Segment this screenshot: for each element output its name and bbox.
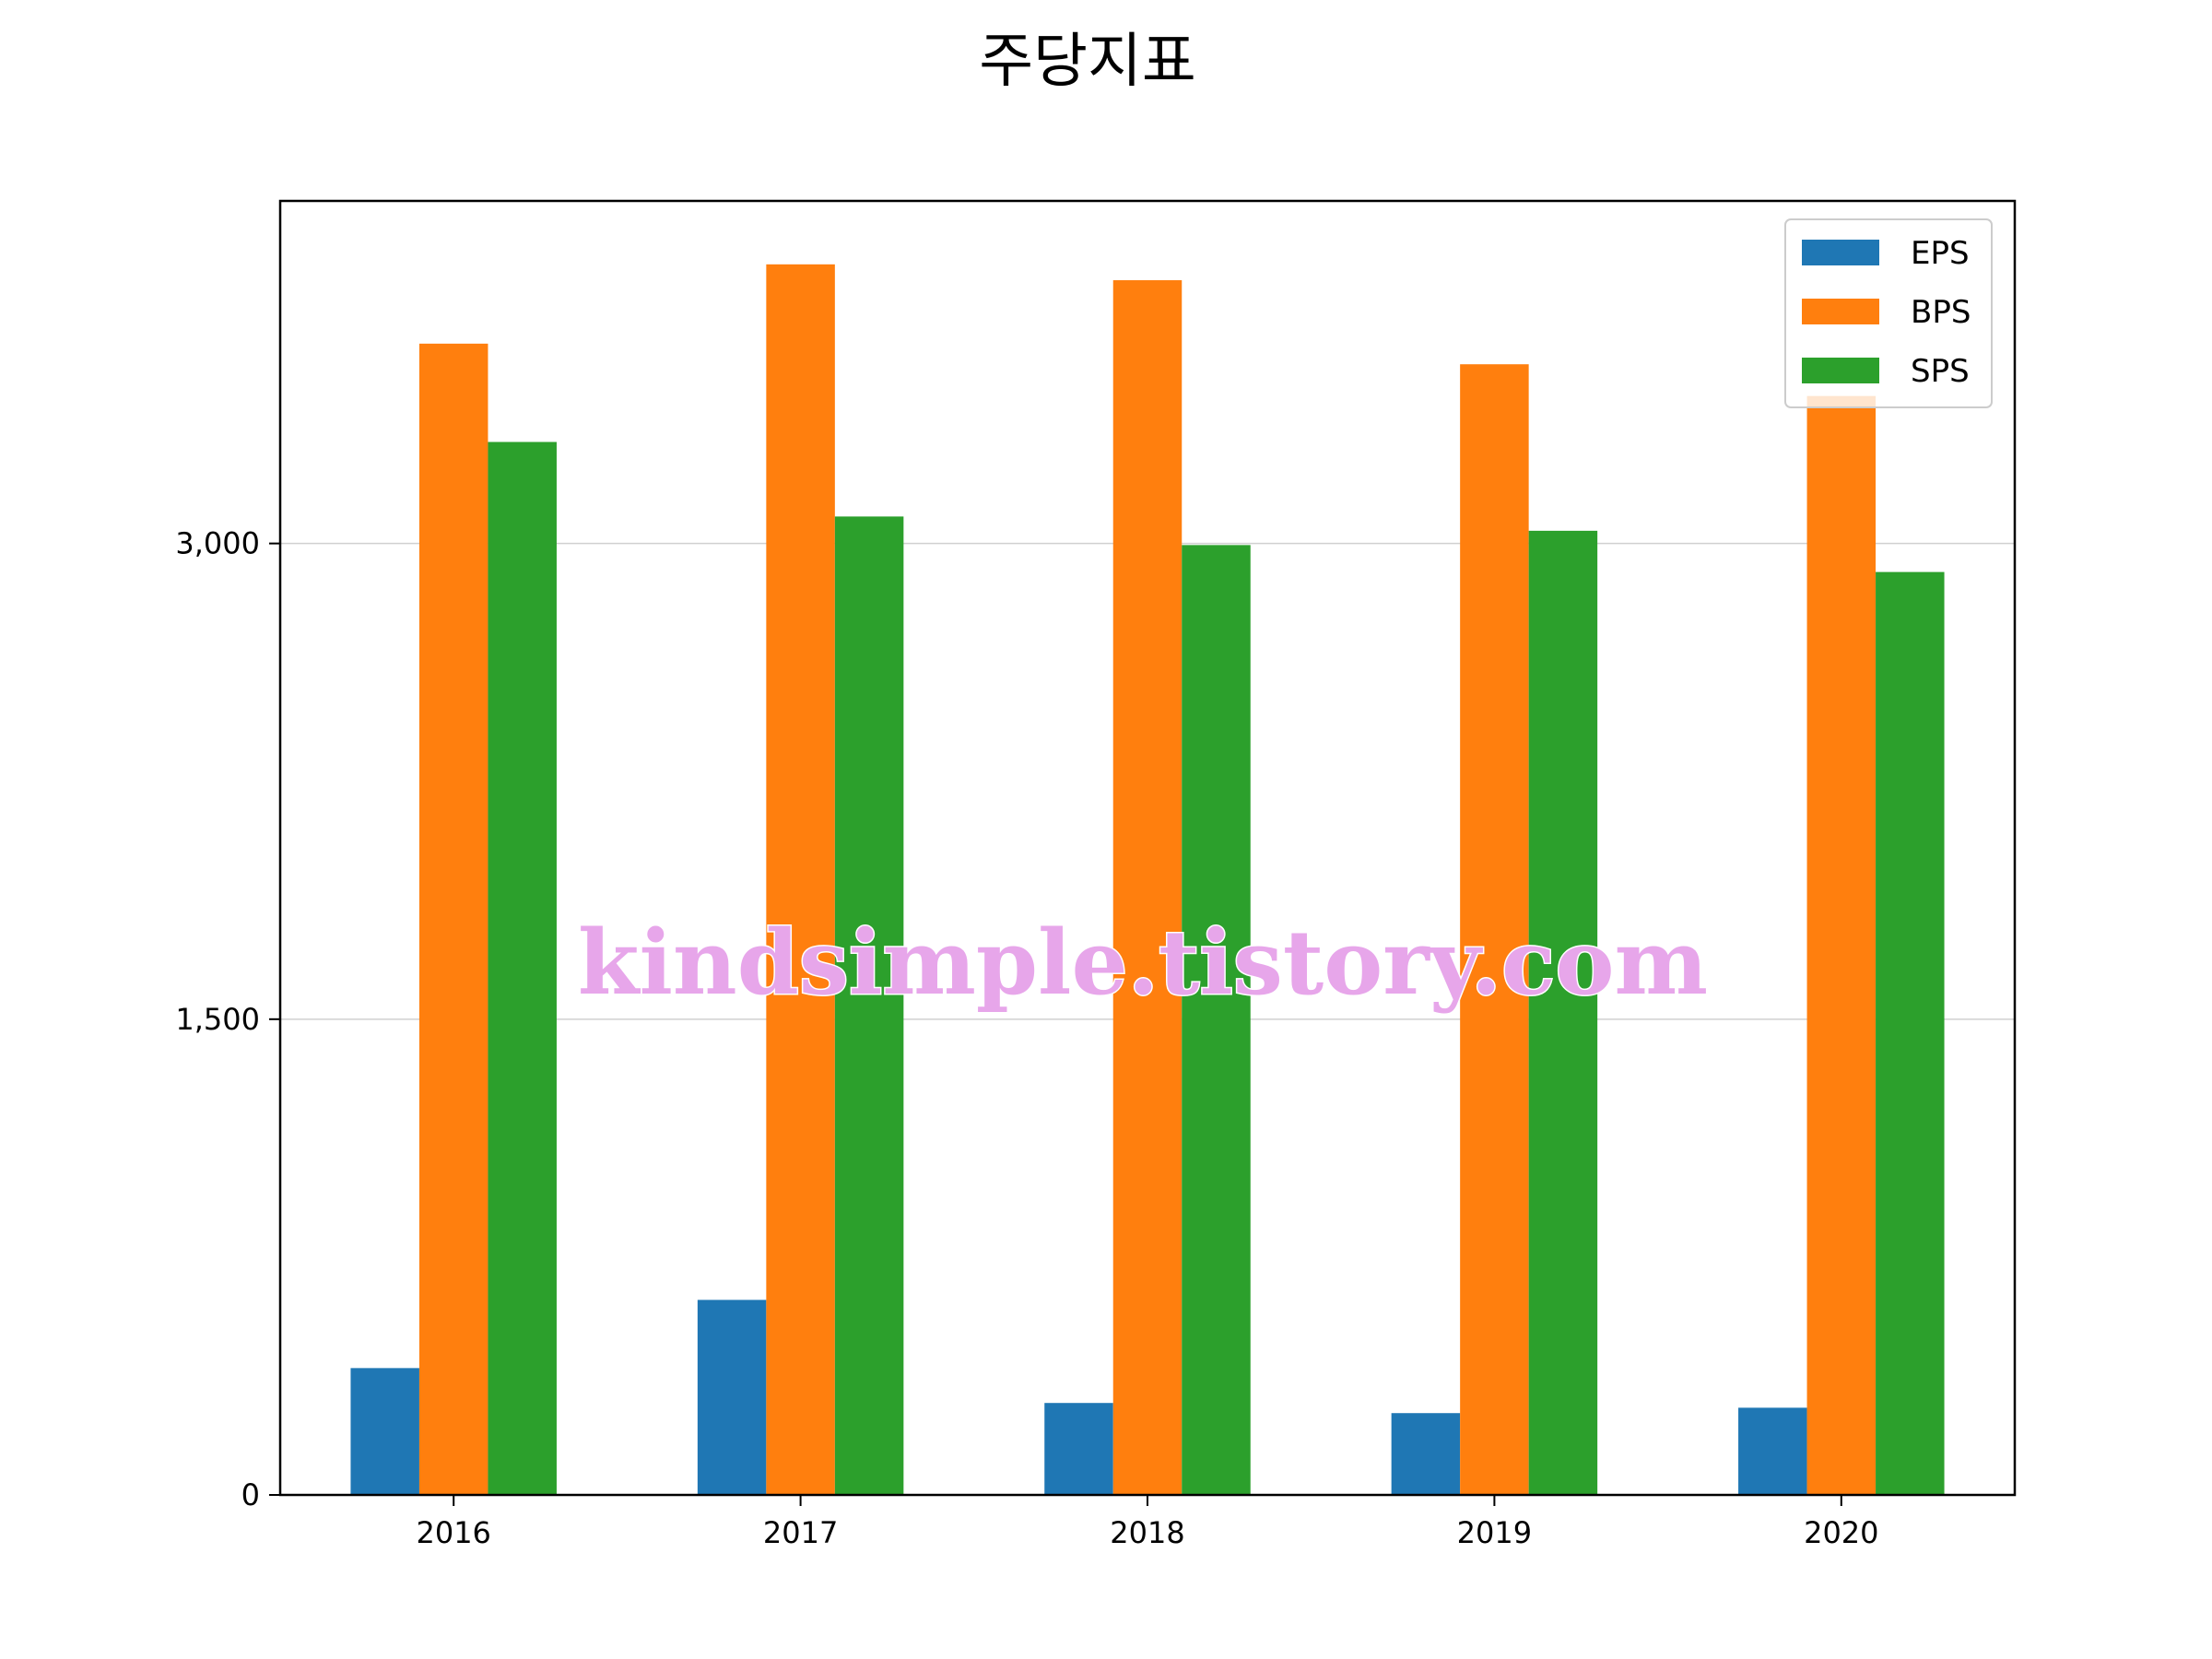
bar-eps-2018 <box>1044 1403 1113 1495</box>
x-tick-label-2019: 2019 <box>1457 1515 1532 1550</box>
legend: EPS BPS SPS <box>1784 218 1993 408</box>
bar-bps-2018 <box>1112 280 1182 1495</box>
watermark-text: kindsimple.tistory.com <box>578 911 1708 1015</box>
legend-label-sps: SPS <box>1911 353 1970 390</box>
bar-bps-2019 <box>1460 364 1529 1495</box>
legend-label-bps: BPS <box>1911 294 1971 331</box>
bar-eps-2017 <box>697 1300 767 1495</box>
legend-swatch-bps <box>1802 299 1879 324</box>
bar-eps-2016 <box>350 1368 419 1495</box>
bar-bps-2016 <box>418 343 488 1496</box>
chart-title: 주당지표 <box>979 28 1196 96</box>
bar-sps-2020 <box>1876 571 1945 1495</box>
bar-bps-2017 <box>766 264 835 1496</box>
x-tick-label-2016: 2016 <box>416 1515 490 1550</box>
bar-sps-2017 <box>834 516 904 1496</box>
bar-sps-2019 <box>1528 530 1598 1495</box>
plot-area: 0 1,500 3,000 2016 2017 2018 2019 2020 <box>175 199 2017 1550</box>
legend-swatch-sps <box>1802 358 1879 383</box>
x-tick-label-2020: 2020 <box>1804 1515 1878 1550</box>
y-tick-label-2: 3,000 <box>175 526 260 561</box>
bar-eps-2019 <box>1391 1413 1461 1495</box>
bar-sps-2016 <box>488 441 557 1495</box>
legend-label-eps: EPS <box>1911 235 1970 272</box>
x-tick-label-2017: 2017 <box>763 1515 838 1550</box>
x-tick-label-2018: 2018 <box>1110 1515 1184 1550</box>
y-tick-label-0: 0 <box>241 1477 260 1512</box>
bar-eps-2020 <box>1738 1407 1807 1495</box>
bar-sps-2018 <box>1182 545 1251 1495</box>
y-tick-label-1: 1,500 <box>175 1002 260 1037</box>
legend-swatch-eps <box>1802 240 1879 265</box>
bar-bps-2020 <box>1806 395 1877 1496</box>
